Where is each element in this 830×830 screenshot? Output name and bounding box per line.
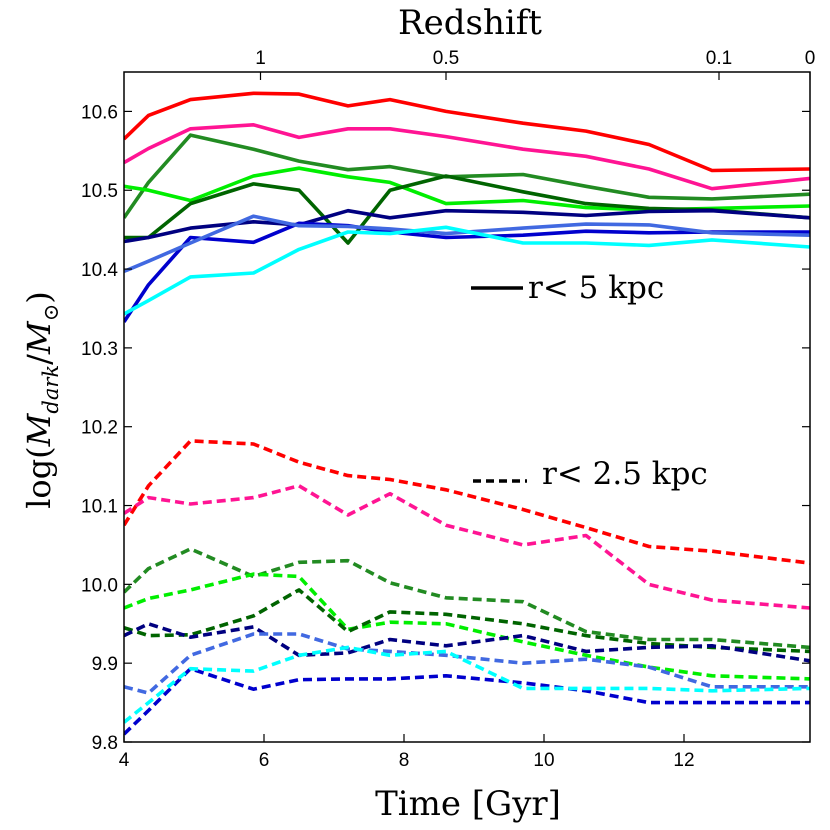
y-tick-label: 10.2 <box>81 418 118 439</box>
y-tick-label: 10.1 <box>81 497 118 518</box>
y-tick-label: 10.5 <box>81 181 118 202</box>
top-tick-label: 1 <box>255 48 266 69</box>
ylabel-sub2: ⊙ <box>39 304 63 322</box>
series-line-5 <box>124 208 810 244</box>
y-tick-label: 10.4 <box>81 260 118 281</box>
series-line-14 <box>124 621 810 663</box>
series-line-9 <box>124 439 810 565</box>
y-tick-label: 10.0 <box>81 575 118 596</box>
x-tick-label: 8 <box>399 750 410 771</box>
y-tick-label: 10.6 <box>81 102 118 123</box>
series-line-2 <box>124 133 810 219</box>
series-line-17 <box>124 645 810 724</box>
plot-frame <box>123 71 811 743</box>
y-tick-label: 9.8 <box>92 733 118 754</box>
ylabel-m2: M <box>20 320 58 355</box>
top-tick-label: 0 <box>805 48 816 69</box>
series-line-10 <box>124 483 810 610</box>
y-tick-label: 9.9 <box>92 654 118 675</box>
series-line-1 <box>124 123 810 191</box>
series-line-4 <box>124 174 810 245</box>
y-tick-label: 10.3 <box>81 339 118 360</box>
series-line-11 <box>124 547 810 650</box>
series-line-7 <box>124 214 810 274</box>
top-axis-title: Redshift <box>398 3 542 43</box>
x-tick-label: 6 <box>259 750 270 771</box>
top-tick-label: 0.5 <box>433 48 459 69</box>
ylabel-sub1: dark <box>39 365 63 414</box>
legend: r< 5 kpc r< 2.5 kpc <box>471 270 708 492</box>
series-line-13 <box>124 588 810 654</box>
ylabel-slash: / <box>20 354 58 365</box>
top-tick-label: 0.1 <box>706 48 732 69</box>
x-axis-title: Time [Gyr] <box>375 784 561 824</box>
ylabel-m1: M <box>20 412 58 447</box>
ylabel-close: ) <box>20 291 58 303</box>
series-line-8 <box>124 225 810 316</box>
legend-dashed-label: r< 2.5 kpc <box>542 456 708 492</box>
legend-solid-label: r< 5 kpc <box>528 270 664 306</box>
series-line-6 <box>124 221 810 323</box>
y-axis-title: log(Mdark/M⊙) <box>20 291 63 509</box>
x-tick-label: 4 <box>119 750 130 771</box>
series-line-12 <box>124 572 810 681</box>
ylabel-open: log( <box>20 446 58 508</box>
series-line-0 <box>124 91 810 173</box>
tick-layer: 4 6 8 10 129.89.910.010.110.210.310.410.510.… <box>81 48 815 771</box>
series-line-16 <box>124 632 810 695</box>
x-tick-label: 12 <box>673 750 694 771</box>
series-line-15 <box>124 666 810 736</box>
series-layer <box>124 91 810 736</box>
x-tick-label: 10 <box>533 750 554 771</box>
